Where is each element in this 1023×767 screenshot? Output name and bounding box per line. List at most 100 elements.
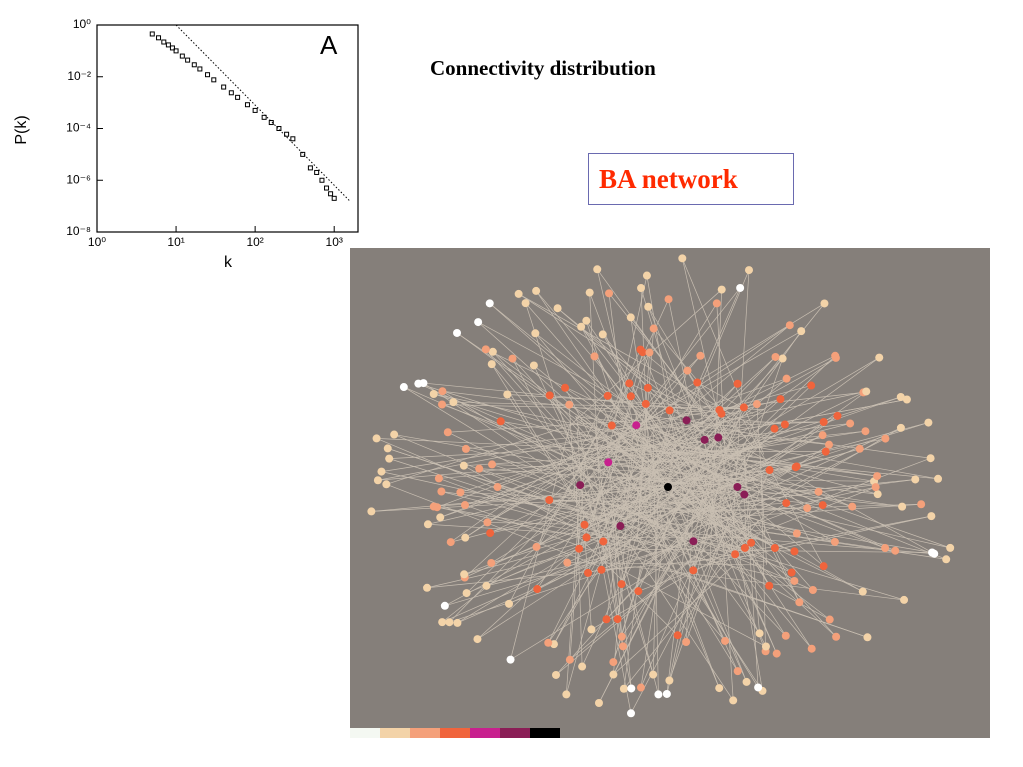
network-node: [626, 709, 635, 718]
network-edge: [692, 443, 753, 571]
network-edge: [667, 443, 675, 488]
network-edge: [640, 515, 669, 688]
data-point: [221, 84, 227, 90]
network-node: [881, 544, 890, 553]
network-node: [440, 601, 449, 610]
network-edge: [681, 258, 765, 455]
network-node: [521, 299, 530, 308]
data-point: [228, 90, 234, 96]
network-node: [819, 418, 828, 427]
network-node: [821, 447, 830, 456]
network-edge: [518, 293, 754, 427]
network-edge: [394, 434, 628, 531]
network-edge: [737, 534, 770, 586]
data-point: [319, 177, 325, 183]
network-edge: [630, 498, 743, 714]
network-edge: [742, 419, 824, 567]
network-edge: [580, 484, 707, 493]
network-edge: [742, 443, 759, 688]
network-edge: [485, 349, 575, 449]
network-node: [531, 329, 540, 338]
network-node: [832, 632, 841, 641]
network-node: [590, 352, 599, 361]
network-node: [599, 537, 608, 546]
network-node: [641, 399, 650, 408]
network-edge: [465, 434, 593, 450]
network-node: [487, 360, 496, 369]
network-edge: [485, 348, 739, 470]
network-edge: [651, 330, 802, 545]
network-node: [594, 698, 603, 707]
network-edge: [621, 479, 680, 585]
network-edge: [616, 499, 933, 553]
network-node: [367, 507, 376, 516]
network-edge: [606, 414, 836, 543]
network-node: [790, 547, 799, 556]
network-node: [580, 520, 589, 529]
network-node: [488, 347, 497, 356]
network-edge: [640, 378, 787, 430]
network-edge: [592, 275, 648, 524]
network-edge: [653, 328, 754, 448]
network-node: [461, 444, 470, 453]
network-node: [927, 512, 936, 521]
network-node: [486, 529, 495, 538]
x-tick-label: 10³: [326, 235, 343, 249]
network-edge: [692, 556, 795, 582]
network-node: [482, 581, 491, 590]
network-node: [493, 483, 502, 492]
data-point: [328, 191, 334, 197]
network-node: [618, 642, 627, 651]
network-edge: [386, 421, 583, 485]
network-node: [814, 487, 823, 496]
network-edge: [598, 356, 776, 518]
network-node: [553, 304, 562, 313]
network-edge: [607, 502, 736, 555]
network-edge: [586, 472, 765, 538]
network-edge: [685, 449, 875, 482]
network-node: [552, 670, 561, 679]
network-edge: [704, 533, 792, 573]
network-edge: [466, 472, 591, 594]
network-node: [529, 361, 538, 370]
network-node: [898, 502, 907, 511]
network-edge: [761, 479, 766, 652]
network-node: [506, 655, 515, 664]
network-edge: [602, 395, 632, 411]
network-node: [481, 345, 490, 354]
network-edge: [647, 442, 886, 549]
reference-line: [175, 24, 351, 202]
network-node: [632, 421, 641, 430]
network-edge: [676, 324, 791, 420]
plot-frame: [96, 24, 359, 233]
network-edge: [587, 491, 632, 714]
network-node: [881, 434, 890, 443]
network-edge: [613, 566, 643, 663]
network-edge: [610, 356, 776, 528]
network-node: [740, 543, 749, 552]
network-node: [609, 670, 618, 679]
network-edge: [668, 444, 878, 477]
data-point: [205, 72, 211, 78]
network-edge: [669, 546, 718, 681]
network-edge: [675, 434, 823, 500]
network-node: [942, 555, 951, 564]
network-edge: [386, 483, 599, 566]
network-edge: [640, 355, 836, 453]
network-edge: [645, 403, 765, 552]
network-edge: [453, 401, 661, 503]
data-point: [149, 31, 155, 37]
network-edge: [718, 503, 922, 519]
data-point: [179, 53, 185, 59]
network-node: [496, 417, 505, 426]
network-node: [390, 430, 399, 439]
network-node: [818, 431, 827, 440]
network-edge: [577, 324, 790, 468]
network-node: [683, 366, 692, 375]
network-edge: [633, 495, 763, 692]
network-edge: [630, 396, 703, 481]
data-point: [244, 102, 250, 108]
network-node: [514, 289, 523, 298]
network-edge: [508, 429, 600, 604]
data-point: [268, 120, 274, 126]
